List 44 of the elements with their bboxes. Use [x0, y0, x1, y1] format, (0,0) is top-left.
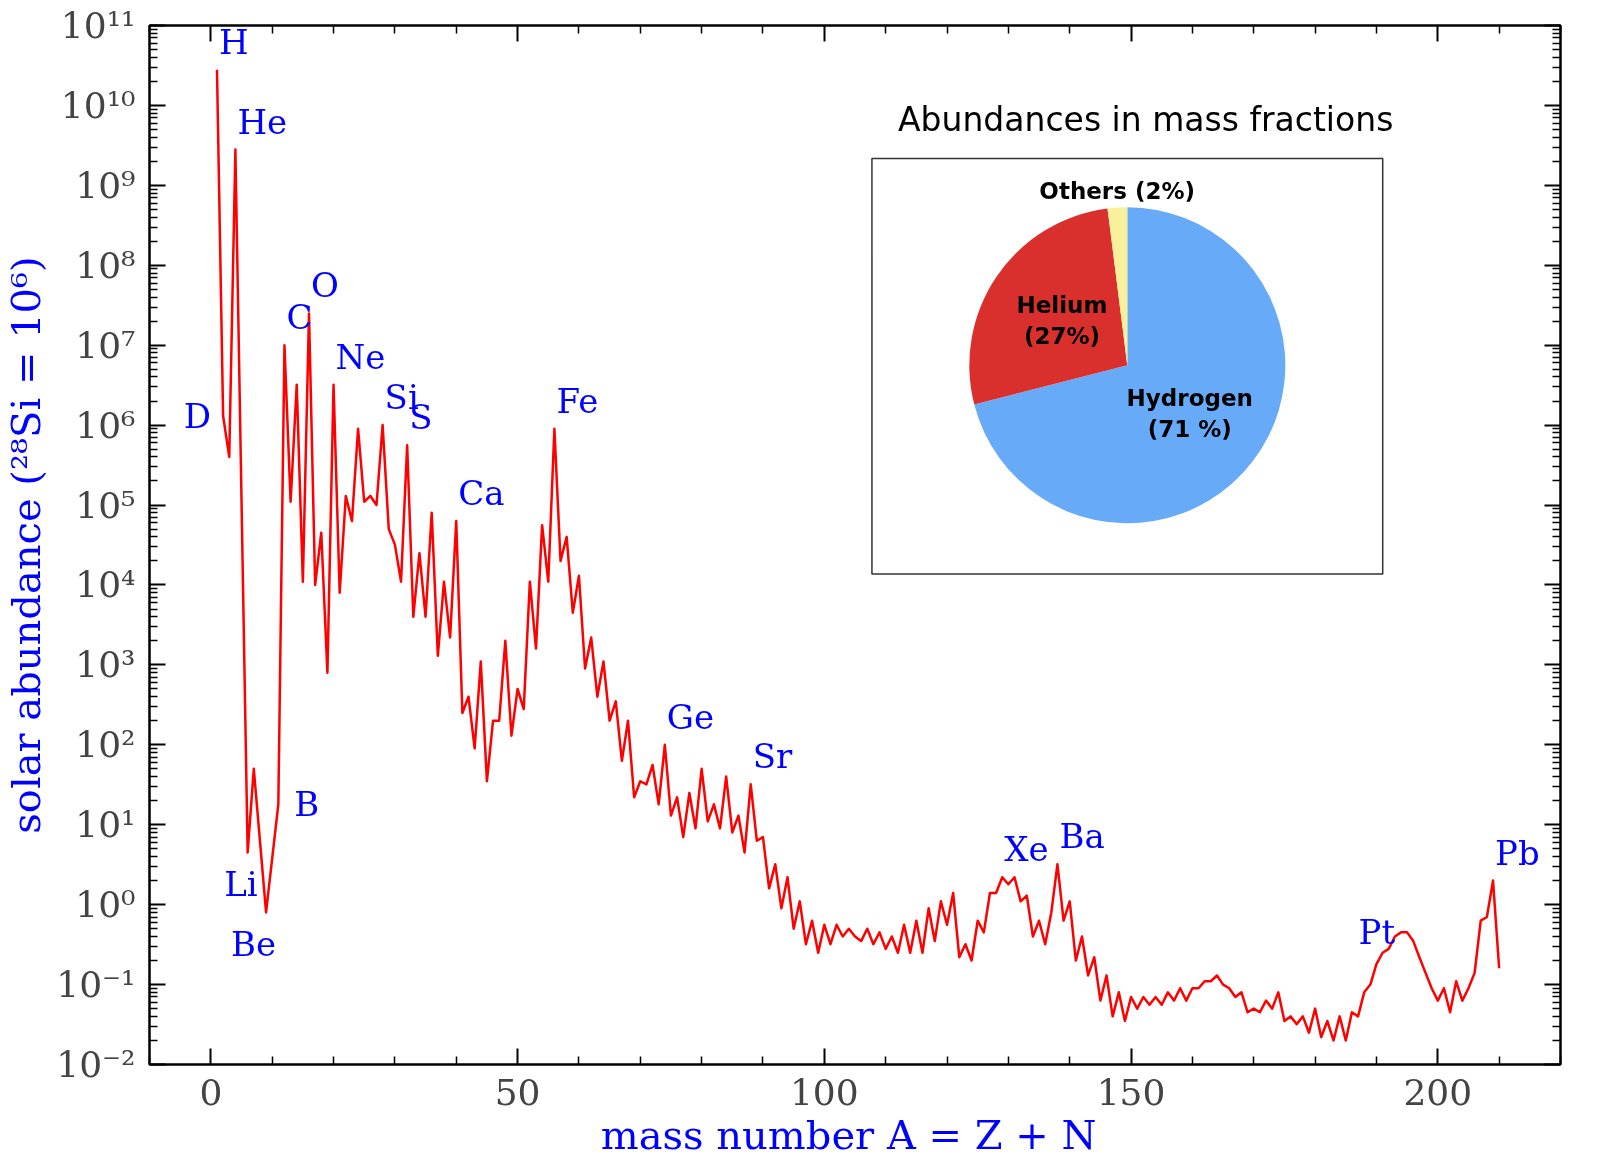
- x-tick-label: 50: [494, 1071, 541, 1113]
- y-axis-title: solar abundance (²⁸Si = 10⁶): [3, 256, 50, 834]
- annotation: Li: [224, 864, 258, 905]
- y-tick-label: 10⁵: [75, 484, 136, 526]
- annotation: Pt: [1358, 912, 1396, 953]
- annotation: Ge: [666, 696, 715, 737]
- annotation: D: [183, 396, 212, 437]
- y-tick-label: 10³: [75, 644, 136, 686]
- annotation: Sr: [752, 736, 793, 777]
- x-tick-label: 200: [1403, 1071, 1473, 1113]
- annotation: Pb: [1495, 832, 1540, 873]
- chart-title: Abundances in mass fractions: [898, 99, 1394, 139]
- slice-label: Hydrogen: [1126, 385, 1253, 412]
- y-tick-label: 10⁷: [75, 324, 136, 366]
- y-tick-label: 10¹: [75, 804, 136, 846]
- y-tick-label: 10⁹: [75, 164, 136, 206]
- y-tick-label: 10⁰: [75, 884, 136, 926]
- data-label: (27%): [1023, 323, 1101, 350]
- annotation: O: [311, 265, 339, 306]
- annotation: Ne: [335, 336, 386, 377]
- x-tick-label: 100: [789, 1071, 859, 1113]
- annotation: H: [218, 21, 249, 62]
- y-tick-label: 10¹¹: [60, 5, 136, 46]
- annotation: He: [237, 101, 288, 142]
- y-tick-label: 10⁶: [75, 404, 136, 446]
- annotation: Fe: [556, 380, 599, 421]
- annotation: Be: [230, 924, 277, 965]
- y-tick-label: 10²: [75, 724, 136, 766]
- annotation: B: [294, 784, 320, 825]
- annotation: Ba: [1059, 816, 1105, 857]
- x-axis-title: mass number A = Z + N: [600, 1111, 1097, 1158]
- slice-label: Others (2%): [1039, 177, 1195, 204]
- y-tick-label: 10⁴: [75, 564, 136, 606]
- y-tick-label: 10⁸: [75, 244, 136, 286]
- annotation: Xe: [1004, 829, 1049, 870]
- slice-label: Helium: [1016, 292, 1108, 319]
- x-tick-label: 150: [1096, 1071, 1166, 1113]
- annotation: C: [286, 297, 313, 338]
- y-tick-label: 10⁻²: [56, 1044, 136, 1085]
- y-tick-label: 10⁻¹: [56, 964, 136, 1006]
- data-label: (71 %): [1147, 416, 1232, 443]
- x-tick-label: 0: [199, 1071, 223, 1113]
- y-tick-label: 10¹⁰: [60, 84, 136, 126]
- annotation: Ca: [458, 473, 505, 514]
